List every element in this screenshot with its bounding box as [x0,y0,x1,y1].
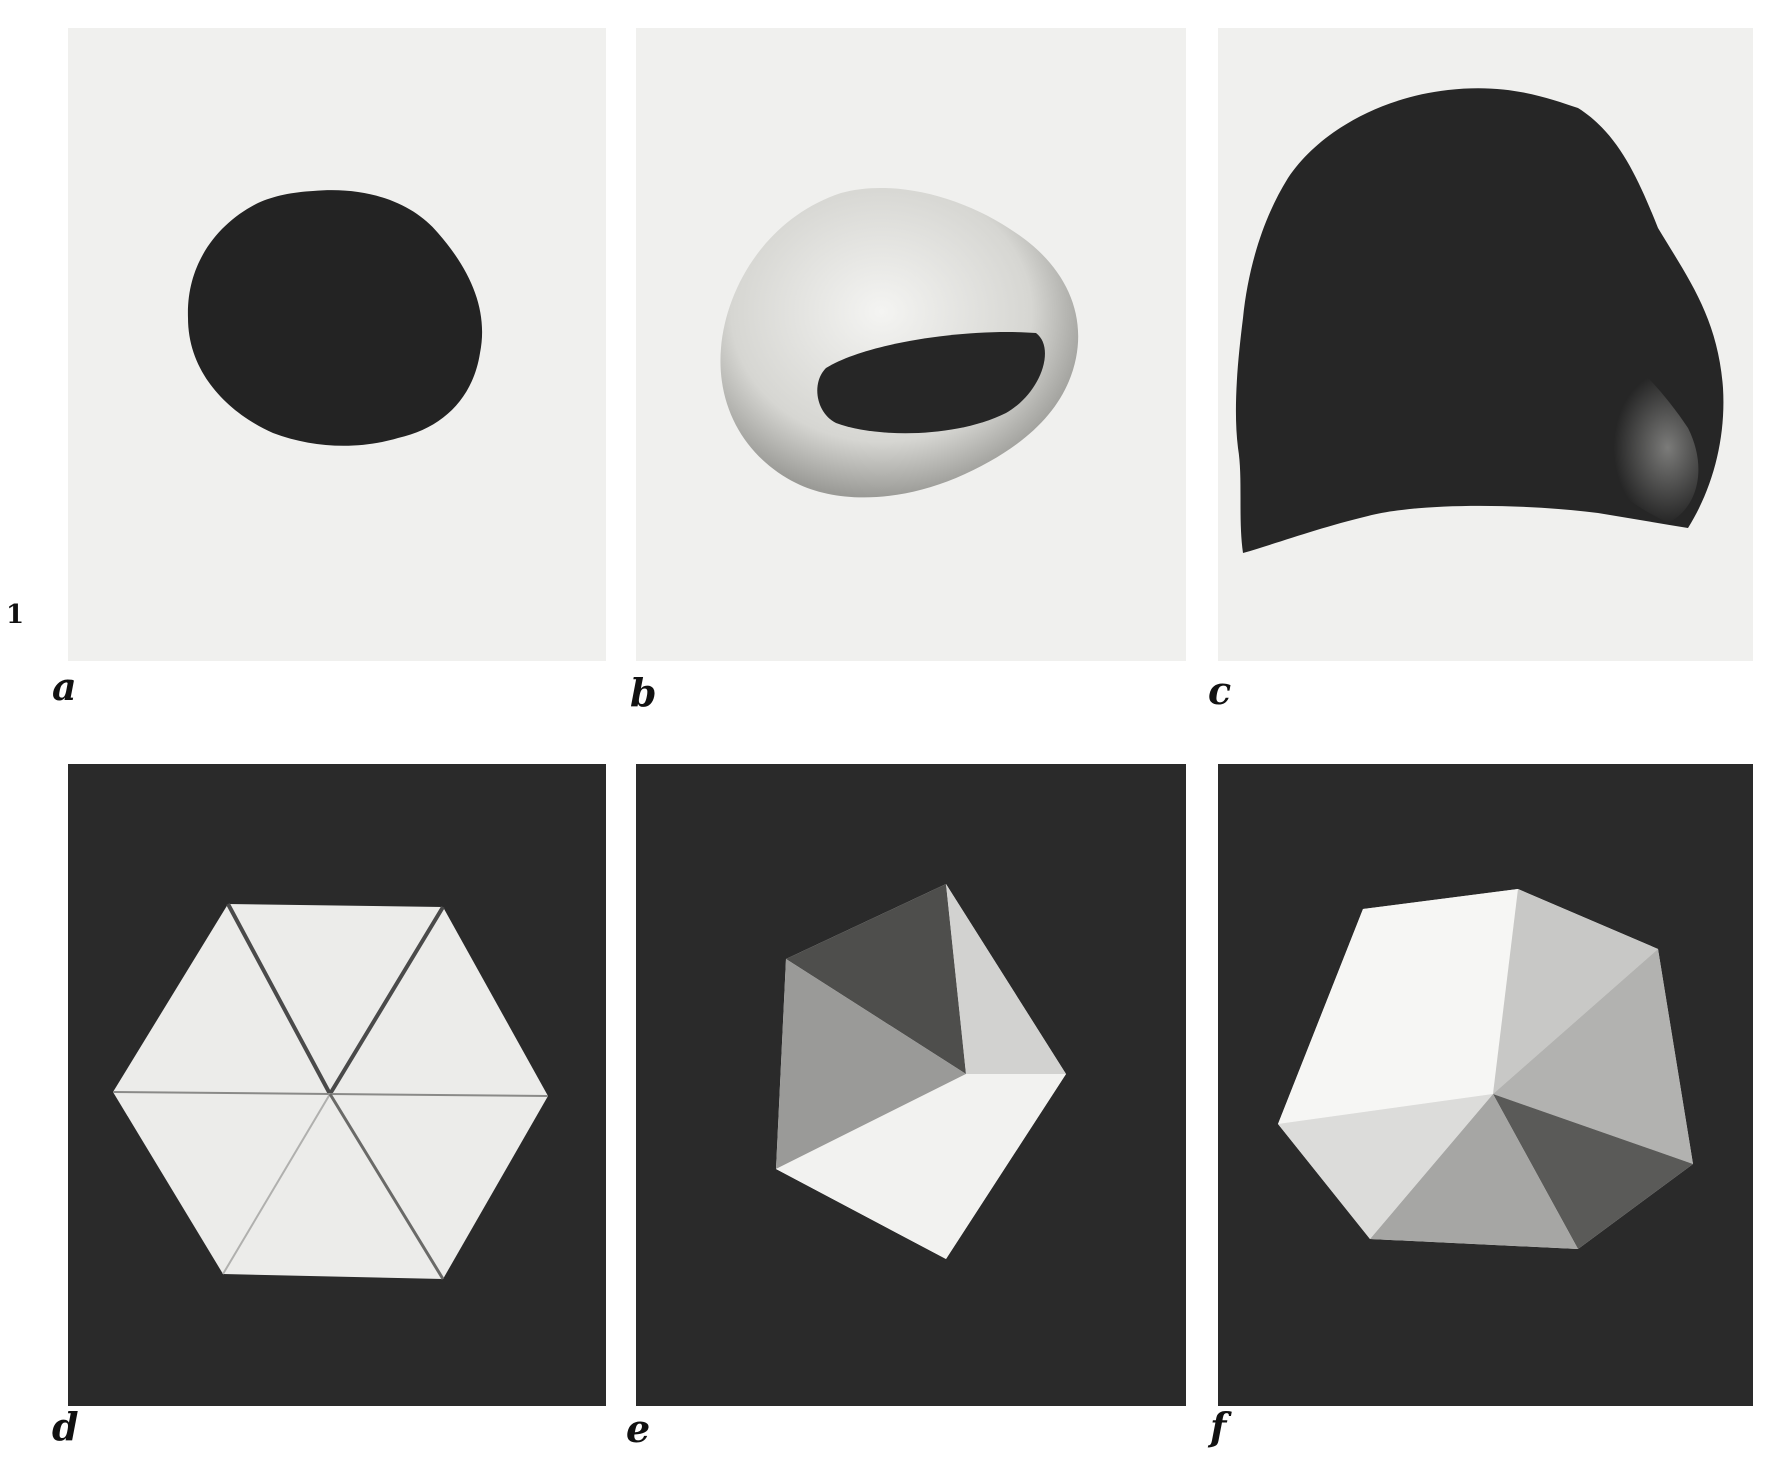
flat-hexagon-paper-icon [68,764,606,1406]
panel-label-e: e [626,1406,651,1451]
photo-panel-e [636,764,1186,1406]
photo-panel-f [1218,764,1753,1406]
figure-number: 1 [6,600,25,630]
panel-label-a: a [52,664,77,709]
photo-panel-d [68,764,606,1406]
pentagonal-cone-paper-icon [636,764,1186,1406]
crumpled-dome-icon [1218,28,1753,661]
heptagonal-saddle-paper-icon [1218,764,1753,1406]
photo-panel-b [636,28,1186,661]
panel-label-b: b [630,670,657,715]
photo-panel-a [68,28,606,661]
dark-disc-icon [68,28,606,661]
hollow-bowl-icon [636,28,1186,661]
panel-label-c: c [1208,668,1232,713]
panel-label-d: d [52,1404,79,1449]
photo-panel-c [1218,28,1753,661]
panel-label-f: f [1210,1404,1227,1449]
